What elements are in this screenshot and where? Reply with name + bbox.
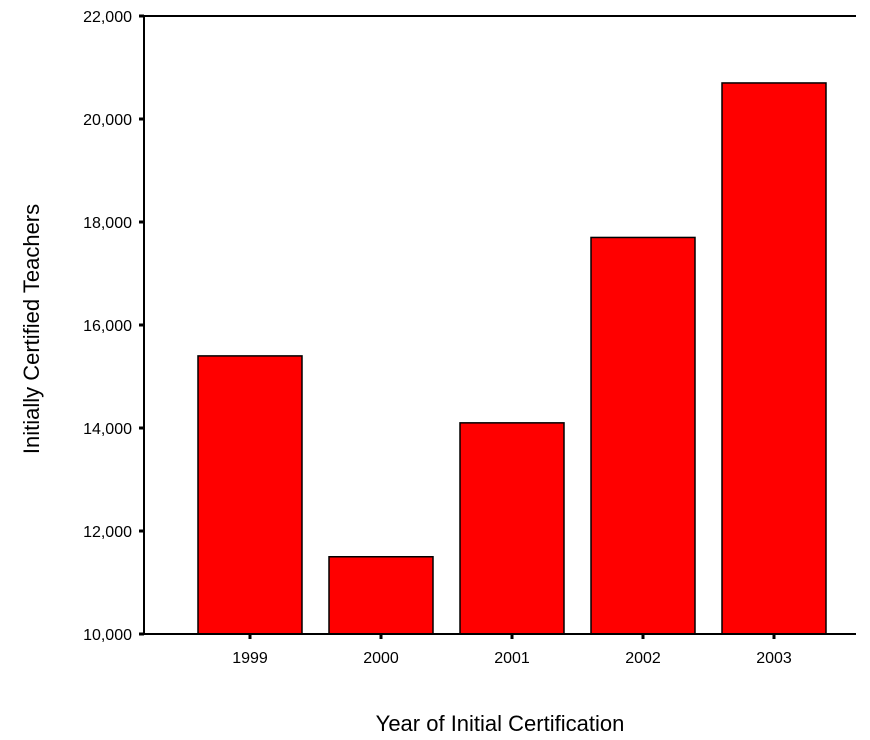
x-ticks-group: 1999 2000 2001 2002 2003 <box>232 634 792 667</box>
x-tick-label: 2001 <box>494 650 530 667</box>
bar-2002 <box>590 236 696 635</box>
x-tick-label: 1999 <box>232 650 268 667</box>
x-axis-title: Year of Initial Certification <box>376 711 625 736</box>
y-tick-label: 20,000 <box>83 112 132 129</box>
y-ticks-group: 10,000 12,000 14,000 16,000 18,000 20,000 22,0… <box>83 9 144 644</box>
x-tick-label: 2000 <box>363 650 399 667</box>
y-tick-label: 16,000 <box>83 318 132 335</box>
y-tick-label: 12,000 <box>83 524 132 541</box>
bars-group <box>197 82 827 635</box>
y-tick-label: 22,000 <box>83 9 132 26</box>
y-tick-label: 10,000 <box>83 627 132 644</box>
bar-2003 <box>721 82 827 635</box>
y-axis-title: Initially Certified Teachers <box>19 204 44 454</box>
y-tick-label: 18,000 <box>83 215 132 232</box>
x-tick-label: 2003 <box>756 650 792 667</box>
bar-2001 <box>459 422 565 635</box>
bar-2000 <box>328 556 434 635</box>
bar-1999 <box>197 355 303 635</box>
y-tick-label: 14,000 <box>83 421 132 438</box>
x-tick-label: 2002 <box>625 650 661 667</box>
